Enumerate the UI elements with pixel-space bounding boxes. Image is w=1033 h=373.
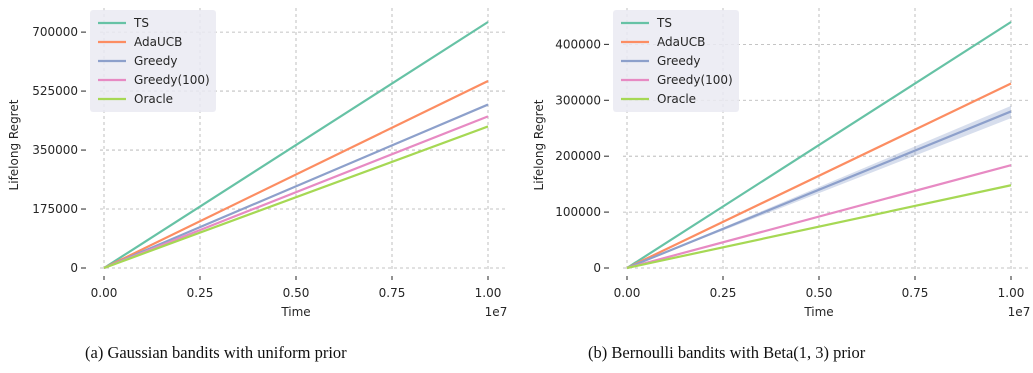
- series-band-greedy: [627, 105, 1011, 268]
- x-offset-label: 1e7: [485, 305, 508, 319]
- legend-label: AdaUCB: [657, 35, 705, 49]
- legend: TS AdaUCB Greedy Greedy(100) Oracle: [90, 10, 216, 112]
- series-line-ts: [103, 21, 489, 269]
- chart-panel-a: 0 175000 350000 525000 700000 0.00 0.25 0.50 0.7…: [7, 8, 507, 319]
- legend-label: Greedy(100): [657, 73, 733, 87]
- legend-label: AdaUCB: [134, 35, 182, 49]
- x-tick-label: 0.50: [283, 286, 310, 300]
- series-line-greedy-100-: [626, 164, 1012, 270]
- legend-box: [613, 10, 739, 112]
- y-axis-label: Lifelong Regret: [7, 99, 21, 190]
- y-axis-label: Lifelong Regret: [532, 99, 546, 190]
- series-line-ts: [626, 21, 1012, 269]
- x-tick-label: 1.00: [998, 286, 1025, 300]
- x-tick-label: 0.25: [710, 286, 737, 300]
- chart-panel-b: 0 100000 200000 300000 400000 0.00 0.25 0.50 0.7…: [532, 8, 1030, 319]
- legend-label: Oracle: [657, 92, 696, 106]
- y-tick-label: 175000: [32, 202, 78, 216]
- y-tick-label: 400000: [555, 37, 601, 51]
- legend-label: TS: [133, 16, 149, 30]
- x-tick-label: 0.75: [379, 286, 406, 300]
- x-tick-label: 0.00: [91, 286, 118, 300]
- series-line-adaucb: [103, 79, 489, 269]
- series-line-oracle: [626, 184, 1012, 270]
- series-line-greedy-100-: [103, 115, 489, 270]
- x-tick-label: 1.00: [475, 286, 502, 300]
- y-tick-label: 0: [70, 261, 78, 275]
- legend-label: Greedy: [134, 54, 177, 68]
- series-line-oracle: [103, 125, 489, 270]
- y-tick-label: 525000: [32, 84, 78, 98]
- legend-label: Oracle: [134, 92, 173, 106]
- x-tick-label: 0.50: [806, 286, 833, 300]
- y-tick-label: 700000: [32, 25, 78, 39]
- x-tick-label: 0.75: [902, 286, 929, 300]
- y-tick-label: 100000: [555, 205, 601, 219]
- series-line-adaucb: [626, 82, 1012, 269]
- figure: 0 175000 350000 525000 700000 0.00 0.25 0.50 0.7…: [7, 8, 1030, 319]
- x-tick-label: 0.25: [187, 286, 214, 300]
- legend: TS AdaUCB Greedy Greedy(100) Oracle: [613, 10, 739, 112]
- caption-b: (b) Bernoulli bandits with Beta(1, 3) pr…: [588, 343, 866, 362]
- x-offset-label: 1e7: [1008, 305, 1031, 319]
- legend-label: Greedy(100): [134, 73, 210, 87]
- x-axis-label: Time: [803, 305, 833, 319]
- legend-box: [90, 10, 216, 112]
- legend-label: Greedy: [657, 54, 700, 68]
- series-line-greedy: [103, 103, 489, 270]
- x-tick-label: 0.00: [614, 286, 641, 300]
- legend-label: TS: [656, 16, 672, 30]
- series-line-greedy: [626, 110, 1012, 270]
- y-tick-label: 350000: [32, 143, 78, 157]
- caption-a: (a) Gaussian bandits with uniform prior: [85, 343, 347, 362]
- y-tick-label: 0: [593, 261, 601, 275]
- y-tick-label: 200000: [555, 149, 601, 163]
- x-axis-label: Time: [280, 305, 310, 319]
- y-tick-label: 300000: [555, 93, 601, 107]
